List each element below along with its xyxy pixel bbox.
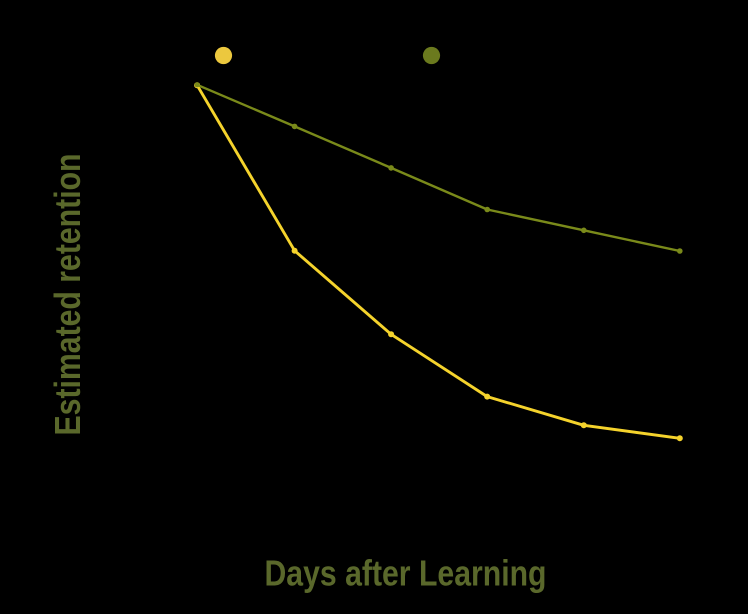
svg-text:Days after Learning: Days after Learning — [265, 552, 547, 593]
svg-text:Estimated retention: Estimated retention — [47, 154, 88, 436]
